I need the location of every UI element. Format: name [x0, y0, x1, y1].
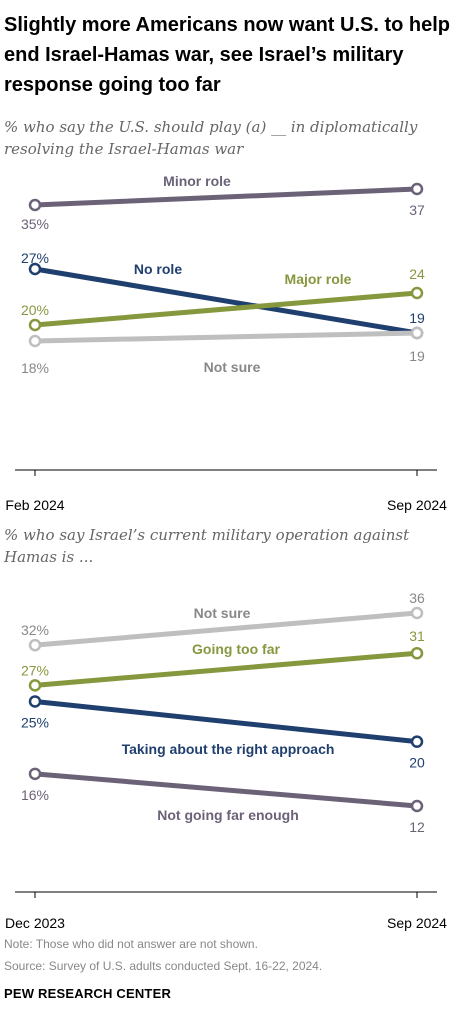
x-tick-label: Sep 2024 — [387, 497, 447, 513]
series-label: Not sure — [204, 359, 261, 375]
data-point — [410, 735, 424, 748]
series-label: Not going far enough — [157, 807, 299, 823]
series-line — [32, 330, 420, 344]
data-label: 19 — [409, 310, 425, 326]
chart1-subtitle: % who say the U.S. should play (a) __ in… — [4, 118, 418, 158]
data-point — [410, 286, 424, 300]
data-label: 20% — [21, 302, 49, 318]
data-label: 36 — [409, 590, 425, 606]
series-label: Major role — [285, 271, 352, 287]
data-point — [410, 326, 424, 340]
data-point — [28, 334, 42, 348]
data-point — [28, 679, 42, 692]
data-label: 12 — [409, 819, 425, 835]
chart2-subtitle: % who say Israel’s current military oper… — [4, 526, 410, 566]
data-label: 35% — [21, 216, 49, 232]
series-label: Not sure — [194, 605, 251, 621]
data-label: 37 — [409, 202, 425, 218]
series-label: Taking about the right approach — [122, 741, 335, 757]
data-point — [410, 606, 424, 620]
data-point — [28, 318, 42, 332]
series-line — [32, 650, 420, 688]
x-tick-label: Sep 2024 — [387, 915, 447, 931]
chart-title: Slightly more Americans now want U.S. to… — [4, 14, 450, 96]
data-point — [410, 799, 424, 813]
x-tick-label: Dec 2023 — [5, 915, 65, 931]
data-point — [28, 198, 42, 212]
data-label: 24 — [409, 266, 425, 282]
chart-note: Note: Those who did not answer are not s… — [4, 937, 258, 951]
data-label: 18% — [21, 360, 49, 376]
data-point — [28, 695, 42, 708]
data-label: 16% — [21, 787, 49, 803]
data-point — [410, 182, 424, 196]
data-label: 32% — [21, 622, 49, 638]
series-label: Going too far — [192, 641, 280, 657]
data-label: 19 — [409, 348, 425, 364]
data-point — [28, 262, 42, 276]
data-label: 27% — [21, 250, 49, 266]
series-label: No role — [134, 261, 182, 277]
series-line — [32, 698, 420, 745]
x-tick-label: Feb 2024 — [5, 497, 64, 513]
data-point — [28, 767, 42, 781]
brand-logo-text: PEW RESEARCH CENTER — [4, 986, 172, 1001]
data-point — [28, 638, 42, 652]
series-line — [32, 771, 420, 809]
data-label: 31 — [409, 628, 425, 644]
data-label: 25% — [21, 714, 49, 730]
data-point — [410, 646, 424, 660]
series-line — [32, 266, 420, 336]
chart-source: Source: Survey of U.S. adults conducted … — [4, 959, 323, 973]
series-line — [32, 610, 420, 648]
series-label: Minor role — [163, 173, 231, 189]
series-line — [32, 290, 420, 328]
chart1-plot: Feb 2024 Sep 2024 35% 37 Minor role 27% 19 No r… — [5, 173, 447, 513]
data-label: 27% — [21, 662, 49, 678]
chart2-plot: Dec 2023 Sep 2024 32% 36 Not sure 27% 31 Going … — [5, 590, 447, 931]
data-label: 20 — [409, 755, 425, 771]
series-line — [32, 186, 420, 208]
